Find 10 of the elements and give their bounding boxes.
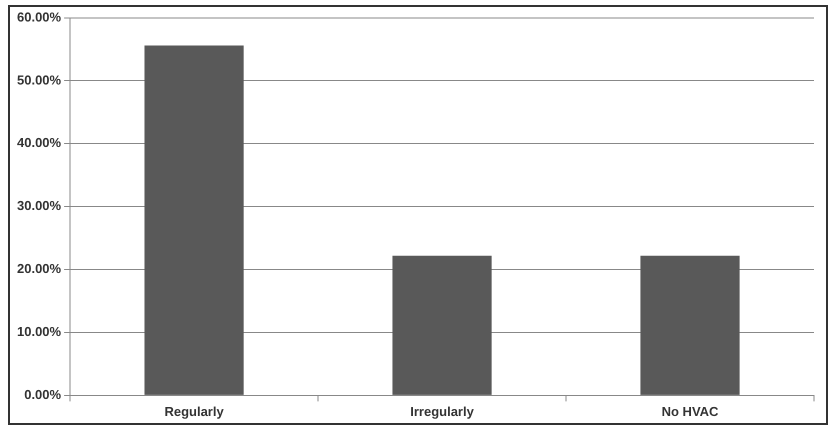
y-tick-label: 50.00% — [16, 72, 62, 88]
y-tick-label: 40.00% — [16, 135, 62, 150]
y-tick-label: 0.00% — [24, 386, 62, 402]
y-tick-label: 30.00% — [16, 198, 62, 214]
y-tick-label: 20.00% — [16, 261, 62, 276]
x-tick-label: No HVAC — [662, 404, 720, 419]
y-tick-label: 10.00% — [16, 324, 62, 340]
y-tick-label: 60.00% — [16, 9, 62, 24]
x-tick-label: Irregularly — [410, 404, 475, 419]
x-tick-label: Regularly — [164, 404, 224, 419]
